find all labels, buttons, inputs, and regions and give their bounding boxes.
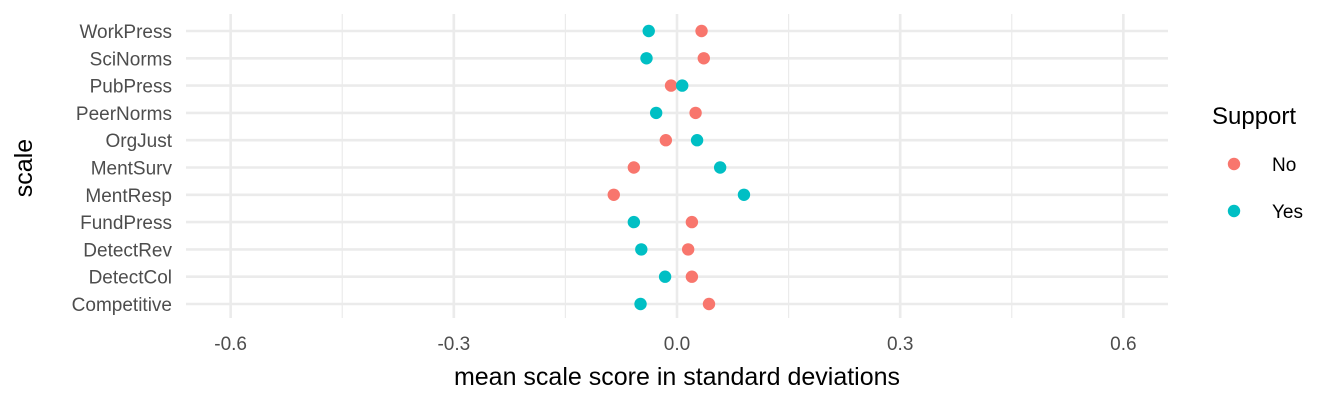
y-axis-title: scale xyxy=(10,139,38,197)
x-tick-label: 0.3 xyxy=(887,334,913,355)
y-tick-label: DetectCol xyxy=(89,268,172,289)
data-point-no xyxy=(685,270,699,283)
data-point-yes xyxy=(649,106,663,120)
data-point-no xyxy=(664,79,678,92)
plot-panel xyxy=(186,14,1168,318)
legend-label-no: No xyxy=(1272,155,1296,176)
y-axis-tick-labels: WorkPress SciNorms PubPress PeerNorms OrgJus… xyxy=(72,22,173,316)
y-tick-label: MentResp xyxy=(85,186,172,207)
legend: Support No Yes xyxy=(1212,103,1303,223)
y-tick-label: FundPress xyxy=(80,213,172,234)
y-tick-label: WorkPress xyxy=(79,22,172,43)
legend-label-yes: Yes xyxy=(1272,202,1303,223)
data-points xyxy=(607,24,751,311)
x-axis-title: mean scale score in standard deviations xyxy=(454,363,900,391)
data-point-no xyxy=(702,297,716,311)
data-point-yes xyxy=(737,188,751,201)
data-point-yes xyxy=(634,297,647,311)
data-point-no xyxy=(607,188,620,201)
y-tick-label: MentSurv xyxy=(91,159,173,180)
data-point-yes xyxy=(642,24,655,38)
legend-key-yes xyxy=(1227,204,1241,218)
y-tick-label: OrgJust xyxy=(105,131,172,152)
data-point-yes xyxy=(640,52,653,65)
data-point-yes xyxy=(635,243,648,256)
data-point-yes xyxy=(658,270,672,283)
x-axis-tick-labels: -0.6 -0.3 0.0 0.3 0.6 xyxy=(214,334,1136,355)
data-point-no xyxy=(627,161,641,174)
y-tick-label: Competitive xyxy=(72,295,172,316)
x-tick-label: -0.3 xyxy=(437,334,470,355)
y-tick-label: PeerNorms xyxy=(76,104,172,125)
data-point-no xyxy=(695,24,708,38)
data-point-yes xyxy=(676,79,689,92)
y-tick-label: PubPress xyxy=(90,77,172,98)
data-point-no xyxy=(697,52,710,65)
data-point-no xyxy=(685,215,699,229)
data-point-yes xyxy=(690,134,704,147)
y-tick-label: DetectRev xyxy=(83,240,172,261)
data-point-yes xyxy=(627,215,641,229)
data-point-yes xyxy=(713,161,727,174)
data-point-no xyxy=(681,243,695,256)
x-tick-label: -0.6 xyxy=(214,334,247,355)
x-tick-label: 0.0 xyxy=(664,334,690,355)
x-tick-label: 0.6 xyxy=(1110,334,1136,355)
legend-key-no xyxy=(1227,157,1241,171)
data-point-no xyxy=(659,134,673,147)
data-point-no xyxy=(689,106,702,120)
y-tick-label: SciNorms xyxy=(90,49,172,70)
legend-title: Support xyxy=(1212,103,1296,130)
